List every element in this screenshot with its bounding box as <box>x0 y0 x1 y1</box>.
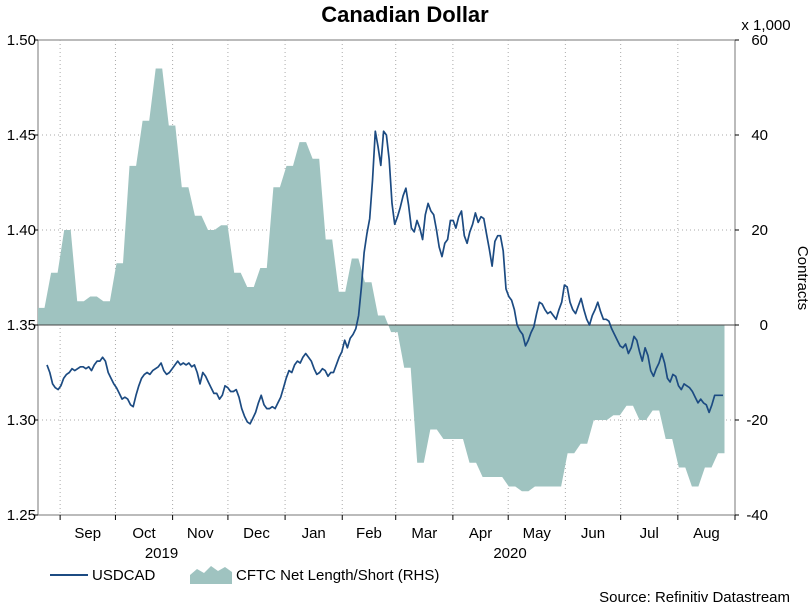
legend-cftc-label: CFTC Net Length/Short (RHS) <box>236 567 439 584</box>
plot-frame <box>37 39 736 516</box>
left-tick-label: 1.30 <box>7 412 36 429</box>
cftc-area-layer <box>38 68 735 492</box>
x-year-label: 2020 <box>493 545 526 562</box>
x-month-label: Jun <box>581 525 605 542</box>
x-month-label: Dec <box>243 525 270 542</box>
right-tick-label: 20 <box>751 222 768 239</box>
left-tick-label: 1.35 <box>7 317 36 334</box>
left-tick-label: 1.50 <box>7 32 36 49</box>
left-axis: 1.25 1.30 1.35 1.40 1.45 1.50 <box>7 32 38 524</box>
cftc-area <box>38 68 725 492</box>
source-note: Source: Refinitiv Datastream <box>599 589 790 605</box>
right-tick-label: 40 <box>751 127 768 144</box>
x-month-label: Jan <box>302 525 326 542</box>
right-tick-label: 60 <box>751 32 768 49</box>
right-axis-title: Contracts <box>794 246 811 310</box>
x-month-label: Aug <box>693 525 720 542</box>
right-tick-label: -20 <box>746 412 768 429</box>
left-tick-label: 1.25 <box>7 507 36 524</box>
x-year-label: 2019 <box>145 545 178 562</box>
x-month-label: Sep <box>74 525 101 542</box>
x-month-label: Oct <box>132 525 156 542</box>
usdcad-line-layer <box>46 130 723 425</box>
x-month-label: Apr <box>469 525 492 542</box>
x-month-label: May <box>523 525 552 542</box>
left-tick-label: 1.45 <box>7 127 36 144</box>
x-month-label: Feb <box>356 525 382 542</box>
left-tick-label: 1.40 <box>7 222 36 239</box>
usdcad-line <box>46 130 723 425</box>
legend-usdcad-label: USDCAD <box>92 567 156 584</box>
legend: USDCAD CFTC Net Length/Short (RHS) <box>50 566 439 584</box>
x-month-label: Nov <box>187 525 214 542</box>
x-month-label: Jul <box>640 525 659 542</box>
right-tick-label: 0 <box>760 317 768 334</box>
legend-area-swatch <box>190 566 232 584</box>
x-month-label: Mar <box>411 525 437 542</box>
x-axis: Sep Oct Nov Dec Jan Feb Mar Apr May Jun Jul Aug 2019… <box>59 515 736 562</box>
chart-title: Canadian Dollar <box>321 2 489 27</box>
right-axis: -40 -20 0 20 40 60 <box>735 32 768 524</box>
right-tick-label: -40 <box>746 507 768 524</box>
right-axis-unit-label: x 1,000 <box>741 17 790 34</box>
